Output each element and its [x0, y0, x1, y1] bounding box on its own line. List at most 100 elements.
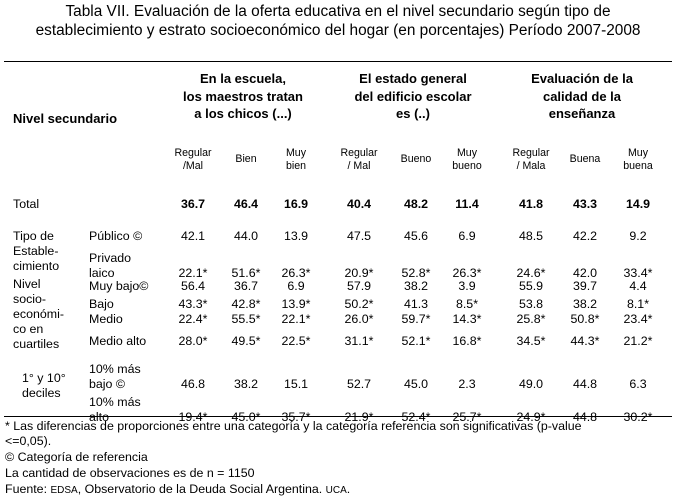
significance-note: * Las diferencias de proporciones entre … — [5, 419, 582, 433]
total-cell: 36.7 — [180, 197, 206, 211]
table-cell: 44.8 — [572, 410, 598, 424]
table-cell: 22.1* — [178, 266, 208, 280]
column-group-line: El estado general — [359, 71, 467, 86]
table-cell: 21.2* — [623, 334, 653, 348]
column-subheader-line: Regular — [174, 147, 212, 159]
source-org-edsa: EDSA — [50, 485, 78, 496]
table-cell: 45.6 — [403, 229, 429, 243]
table-cell: 23.4* — [623, 312, 653, 326]
table-cell: 42.1 — [180, 229, 206, 243]
table-cell: 42.2 — [572, 229, 598, 243]
table-cell: 15.1 — [283, 377, 309, 391]
table-cell: 52.4* — [401, 410, 431, 424]
column-subheader: Regular / Mala — [501, 147, 561, 173]
total-cell: 41.8 — [518, 197, 544, 211]
column-subheader-line: bien — [285, 160, 307, 172]
table-cell: 50.8* — [570, 312, 600, 326]
table-cell: 6.9 — [287, 279, 305, 293]
table-cell: 46.8 — [180, 377, 206, 391]
category-label-line: Tipo de — [13, 229, 54, 243]
row-label: Privado laico — [89, 251, 131, 281]
row-label-line: Medio — [89, 312, 123, 326]
observations-note: La cantidad de observaciones es de n = 1… — [5, 466, 255, 480]
total-cell: 16.9 — [283, 197, 309, 211]
title-line-1: Tabla VII. Evaluación de la oferta educa… — [65, 3, 611, 20]
total-cell: 40.4 — [346, 197, 372, 211]
column-subheader: Muy bien — [266, 147, 326, 173]
row-header-label: Nivel secundario — [13, 111, 118, 126]
table-cell: 22.1* — [281, 312, 311, 326]
table-cell: 25.7* — [452, 410, 482, 424]
total-cell: 48.2 — [403, 197, 429, 211]
table-cell: 55.9 — [518, 279, 544, 293]
table-cell: 16.8* — [452, 334, 482, 348]
table-cell: 52.7 — [346, 377, 372, 391]
table-cell: 31.1* — [344, 334, 374, 348]
column-group-line: Evaluación de la — [531, 71, 633, 86]
bottom-rule — [4, 416, 672, 417]
row-label: Medio alto — [89, 334, 146, 349]
table-cell: 28.0* — [178, 334, 208, 348]
row-label-line: laico — [89, 266, 115, 280]
category-label-line: Nivel — [13, 277, 41, 291]
table-cell: 49.5* — [231, 334, 261, 348]
column-group-1: En la escuela, los maestros tratan a los c… — [168, 70, 318, 123]
table-cell: 30.2* — [623, 410, 653, 424]
row-label: Medio — [89, 312, 123, 327]
column-subheader-line: Regular — [340, 147, 378, 159]
table-cell: 24.9* — [516, 410, 546, 424]
table-cell: 44.8 — [572, 377, 598, 391]
table-cell: 38.2 — [572, 297, 598, 311]
table-cell: 57.9 — [346, 279, 372, 293]
row-label-line: Muy bajo© — [89, 279, 149, 293]
column-group-line: En la escuela, — [200, 71, 286, 86]
table-cell: 35.7* — [281, 410, 311, 424]
significance-note-cont: <=0,05). — [5, 434, 52, 448]
table-cell: 49.0 — [518, 377, 544, 391]
source-org-uca: UCA — [325, 485, 347, 496]
table-cell: 56.4 — [180, 279, 206, 293]
category-label-line: 1° y 10° — [22, 371, 66, 385]
table-cell: 59.7* — [401, 312, 431, 326]
table-cell: 13.9* — [281, 297, 311, 311]
table-cell: 9.2 — [629, 229, 647, 243]
column-group-line: los maestros tratan — [183, 88, 303, 104]
table-cell: 22.4* — [178, 312, 208, 326]
table-cell: 51.6* — [231, 266, 261, 280]
table-cell: 45.0* — [231, 410, 261, 424]
table-cell: 53.8 — [518, 297, 544, 311]
category-label-line: Estable- — [13, 244, 59, 258]
row-label: 10% más bajo © — [89, 362, 141, 392]
column-group-line: del edificio escolar — [354, 88, 472, 104]
category-label: Tipo de Estable-cimiento — [13, 229, 59, 274]
column-subheader: Muy buena — [608, 147, 668, 173]
column-subheader-line: Bueno — [400, 153, 432, 165]
row-label: Bajo — [89, 297, 114, 312]
row-label-line: Medio alto — [89, 334, 147, 348]
total-label: Total — [13, 197, 40, 211]
table-cell: 42.8* — [231, 297, 261, 311]
table-cell: 52.1* — [401, 334, 431, 348]
table-cell: 47.5 — [346, 229, 372, 243]
category-label-line: económi- — [13, 307, 64, 321]
table-cell: 20.9* — [344, 266, 374, 280]
table-cell: 21.9* — [344, 410, 374, 424]
table-cell: 4.4 — [629, 279, 647, 293]
table-cell: 44.0 — [233, 229, 259, 243]
table-cell: 6.9 — [458, 229, 476, 243]
column-group-3: Evaluación de la calidad de la enseñanza — [506, 70, 658, 123]
table-cell: 25.8* — [516, 312, 546, 326]
table-cell: 19.4* — [178, 410, 208, 424]
table-cell: 26.3* — [281, 266, 311, 280]
column-subheader-line: / Mala — [516, 160, 546, 172]
table-cell: 8.1* — [626, 297, 650, 311]
source-end: . — [346, 482, 351, 496]
row-label-line: 10% más — [89, 362, 141, 376]
column-subheader: Bueno — [386, 153, 446, 166]
table-cell: 42.0 — [572, 266, 598, 280]
table-cell: 33.4* — [623, 266, 653, 280]
category-label-line: cimiento — [13, 259, 60, 273]
column-group-2: El estado general del edificio escolar es … — [338, 70, 488, 123]
column-subheader: Regular / Mal — [329, 147, 389, 173]
row-label-line: alto — [89, 410, 109, 424]
